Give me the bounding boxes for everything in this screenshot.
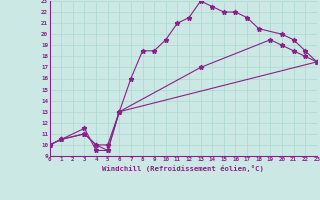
X-axis label: Windchill (Refroidissement éolien,°C): Windchill (Refroidissement éolien,°C) <box>102 165 264 172</box>
